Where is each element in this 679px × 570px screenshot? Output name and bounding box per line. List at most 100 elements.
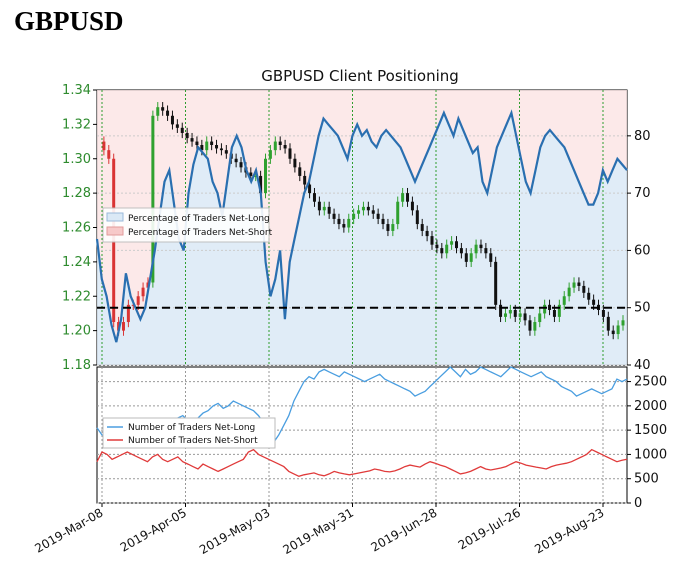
percent-tick-label: 60: [634, 243, 651, 258]
price-candle-body: [293, 158, 297, 168]
price-candle-body: [161, 107, 165, 111]
price-candle-body: [337, 218, 341, 225]
price-candle-body: [283, 145, 287, 149]
price-tick-label: 1.26: [62, 221, 91, 236]
price-candle-body: [606, 316, 610, 331]
price-candle-body: [126, 304, 130, 323]
price-candle-body: [543, 304, 547, 314]
price-candle-body: [357, 210, 361, 214]
x-tick-label: 2019-May-03: [197, 505, 272, 557]
price-candle-body: [332, 213, 336, 219]
price-candle-body: [562, 296, 566, 305]
price-candle-body: [170, 115, 174, 125]
price-candle-body: [464, 253, 468, 262]
price-candle-body: [175, 124, 179, 128]
price-candle-body: [503, 313, 507, 317]
bottom-legend: Number of Traders Net-Long Number of Trad…: [102, 417, 276, 449]
price-candle-body: [317, 201, 321, 211]
price-candle-body: [381, 218, 385, 225]
price-candle-body: [499, 304, 503, 317]
price-candle-body: [136, 296, 140, 305]
price-candle-body: [410, 201, 414, 211]
count-tick-label: 1500: [634, 423, 667, 438]
price-candle-body: [445, 244, 449, 254]
price-tick-label: 1.30: [62, 152, 91, 167]
price-candle-body: [601, 310, 605, 317]
price-tick-label: 1.32: [62, 117, 91, 132]
price-tick-label: 1.20: [62, 324, 91, 339]
price-candle-body: [587, 292, 591, 300]
price-candle-body: [308, 184, 312, 194]
price-candle-body: [406, 193, 410, 202]
price-candle-body: [234, 158, 238, 163]
price-candle-body: [312, 193, 316, 202]
x-tick-label: 2019-Jun-28: [369, 505, 440, 554]
price-candle-body: [523, 313, 527, 321]
price-candle-body: [454, 241, 458, 249]
price-candle-body: [611, 330, 615, 335]
legend-label-net-long: Percentage of Traders Net-Long: [128, 214, 270, 224]
legend-label-net-short: Percentage of Traders Net-Short: [128, 228, 273, 238]
price-tick-label: 1.22: [62, 289, 91, 304]
price-candle-body: [552, 310, 556, 317]
price-candle-body: [352, 213, 356, 219]
price-candle-body: [200, 145, 204, 151]
count-tick-label: 0: [634, 496, 642, 511]
price-candle-body: [322, 206, 326, 211]
price-candle-body: [278, 141, 282, 145]
price-candle-body: [254, 175, 258, 177]
price-candle-body: [474, 244, 478, 254]
percent-tick-label: 40: [634, 358, 651, 373]
price-candle-body: [156, 107, 160, 116]
price-candle-body: [567, 287, 571, 297]
top-legend: Percentage of Traders Net-Long Percentage…: [102, 207, 273, 243]
price-candle-body: [513, 310, 517, 317]
price-candle-body: [528, 320, 532, 331]
price-tick-label: 1.18: [62, 358, 91, 373]
price-candle-body: [268, 150, 272, 159]
legend-label-count-net-short: Number of Traders Net-Short: [128, 436, 258, 446]
price-candle-body: [102, 141, 106, 151]
price-candle-body: [420, 224, 424, 231]
price-candle-body: [396, 201, 400, 225]
count-tick-label: 2500: [634, 375, 667, 390]
top-legend-box: [102, 207, 270, 243]
price-candle-body: [166, 110, 170, 116]
price-candle-body: [508, 310, 512, 314]
price-candle-body: [577, 282, 581, 286]
price-candle-body: [366, 206, 370, 211]
price-candle-body: [450, 241, 454, 245]
price-candle-body: [557, 304, 561, 317]
percent-tick-label: 80: [634, 129, 651, 144]
x-tick-label: 2019-Aug-23: [532, 505, 606, 556]
price-candle-body: [469, 253, 473, 262]
legend-swatch-net-short: [106, 226, 124, 236]
bottom-panel: 2500 2000 1500 1000 500 0 Number of Traders Ne…: [96, 366, 667, 511]
count-tick-label: 500: [634, 472, 659, 487]
price-candle-body: [249, 172, 253, 176]
price-candle-body: [361, 206, 365, 211]
count-tick-label: 1000: [634, 447, 667, 462]
price-candle-body: [215, 145, 219, 149]
price-candle-body: [180, 127, 184, 133]
price-candle-body: [494, 261, 498, 305]
price-candle-body: [376, 213, 380, 219]
page-title: GBPUSD: [14, 6, 124, 36]
price-candle-body: [459, 248, 463, 254]
bottom-legend-box: [102, 417, 276, 449]
price-candle-body: [298, 167, 302, 176]
price-candle-body: [264, 158, 268, 194]
price-candle-body: [224, 150, 228, 154]
price-candle-body: [572, 282, 576, 288]
price-candle-body: [210, 141, 214, 145]
price-candle-body: [592, 299, 596, 305]
price-candle-body: [107, 150, 111, 159]
percent-tick-label: 70: [634, 186, 651, 201]
price-candle-body: [518, 313, 522, 317]
price-candle-body: [273, 141, 277, 151]
price-candle-body: [151, 115, 155, 283]
price-candle-body: [303, 175, 307, 185]
price-candle-body: [538, 313, 542, 323]
price-candle-body: [205, 141, 209, 151]
price-candle-body: [190, 138, 194, 142]
